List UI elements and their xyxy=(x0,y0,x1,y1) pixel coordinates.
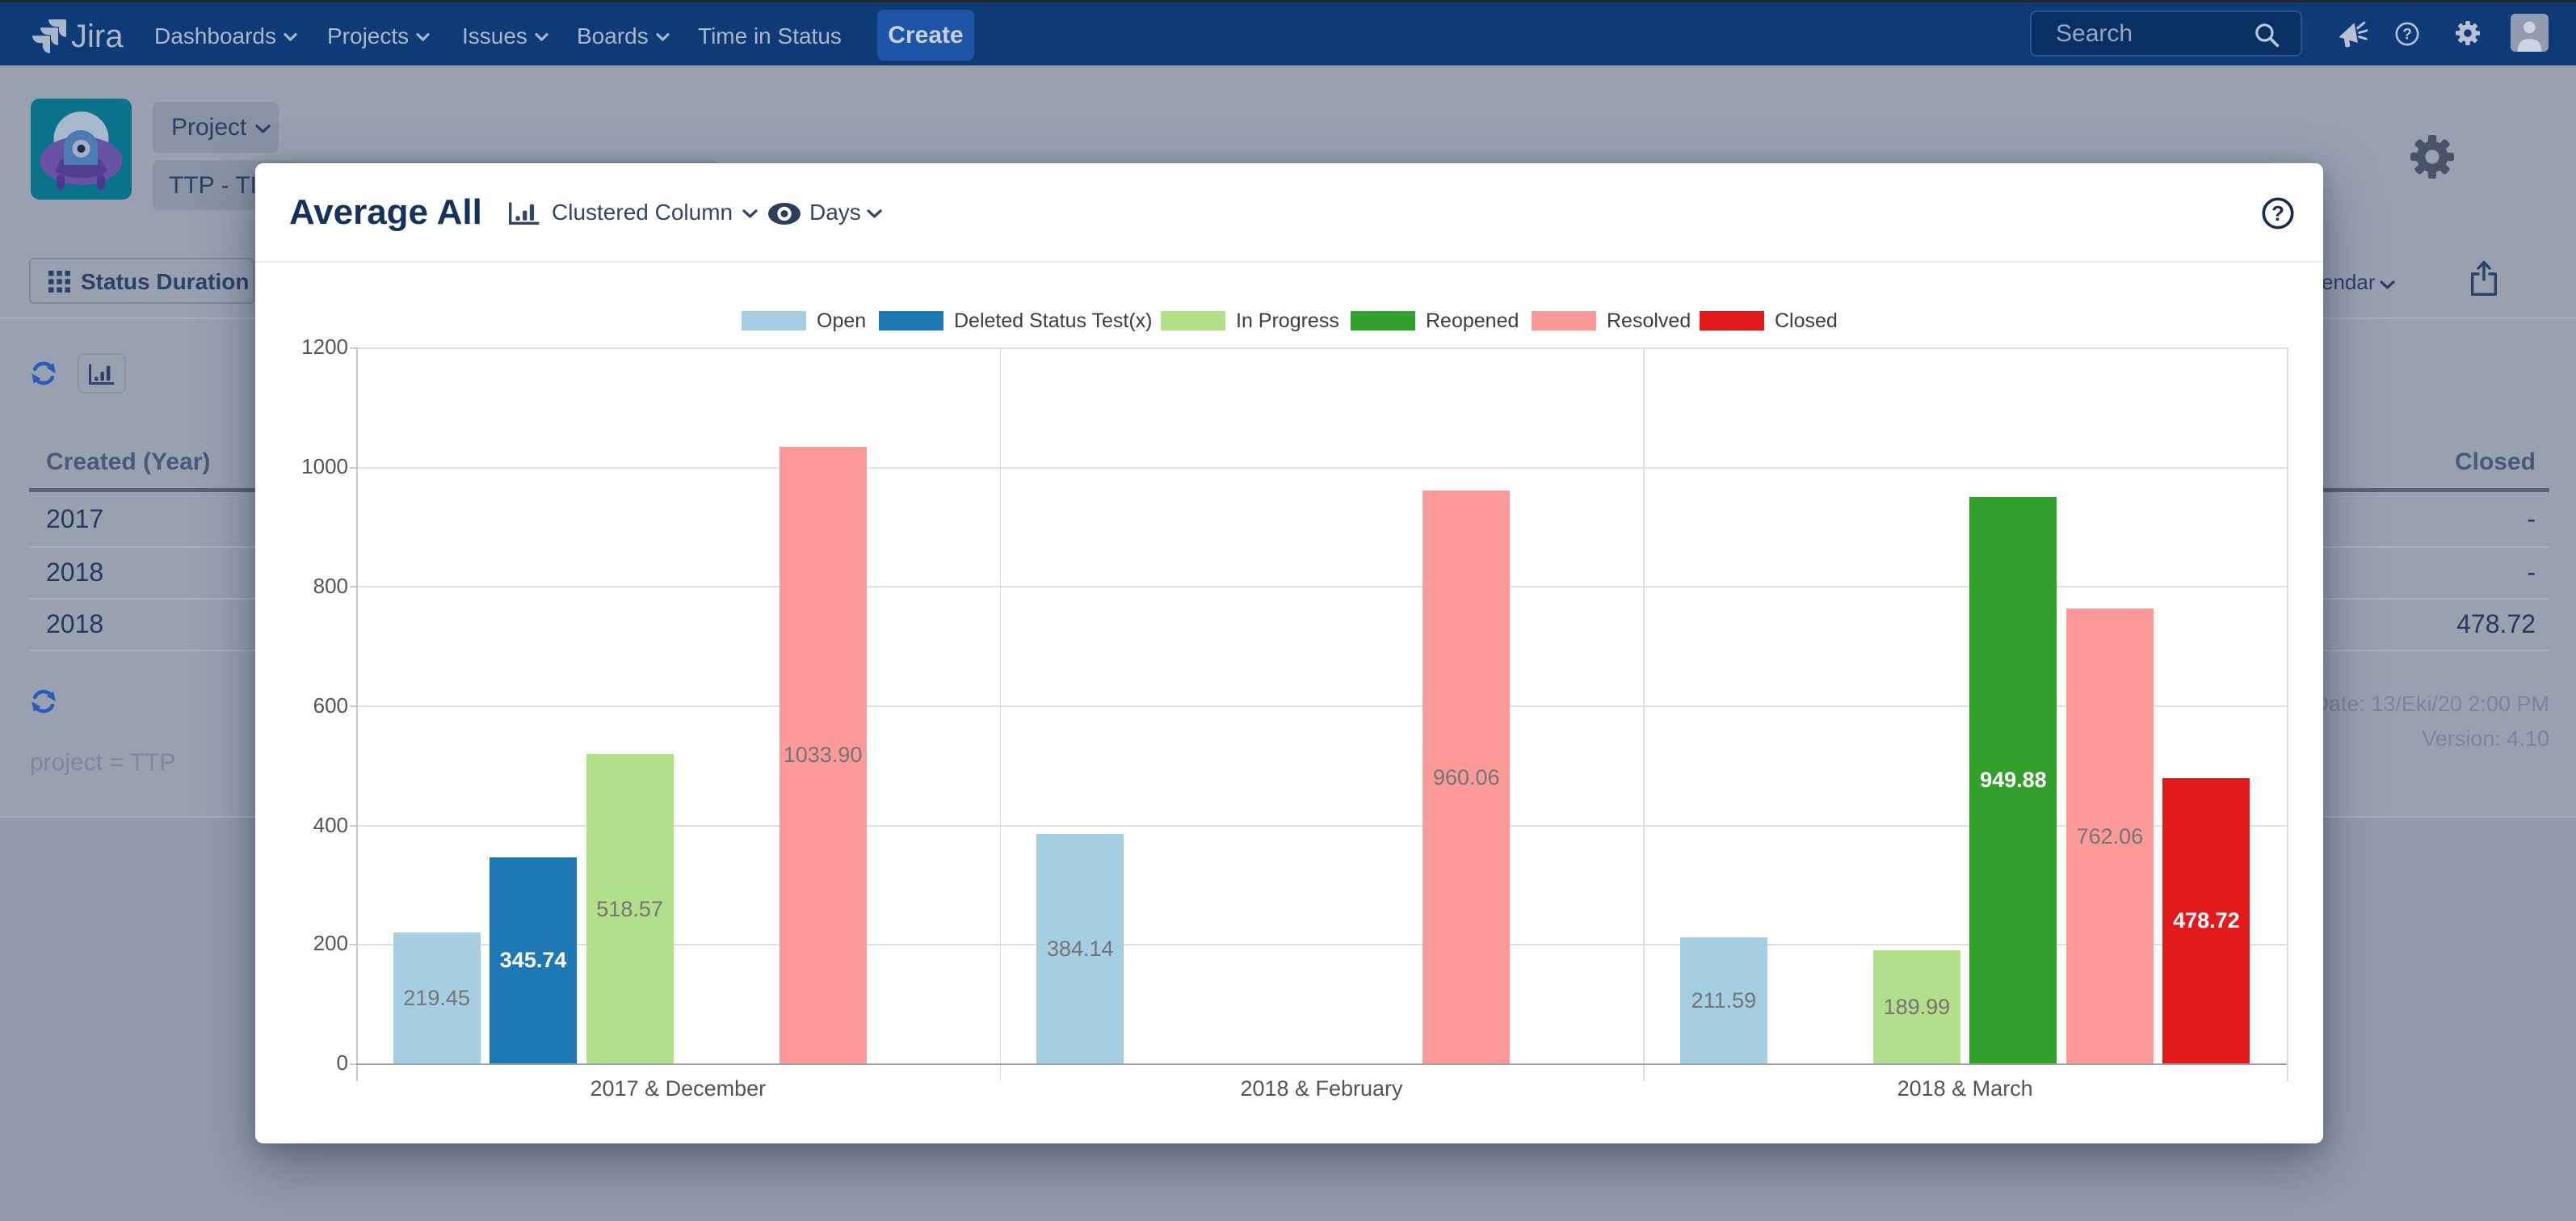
svg-text:?: ? xyxy=(2271,201,2284,225)
svg-text:?: ? xyxy=(2402,27,2412,44)
